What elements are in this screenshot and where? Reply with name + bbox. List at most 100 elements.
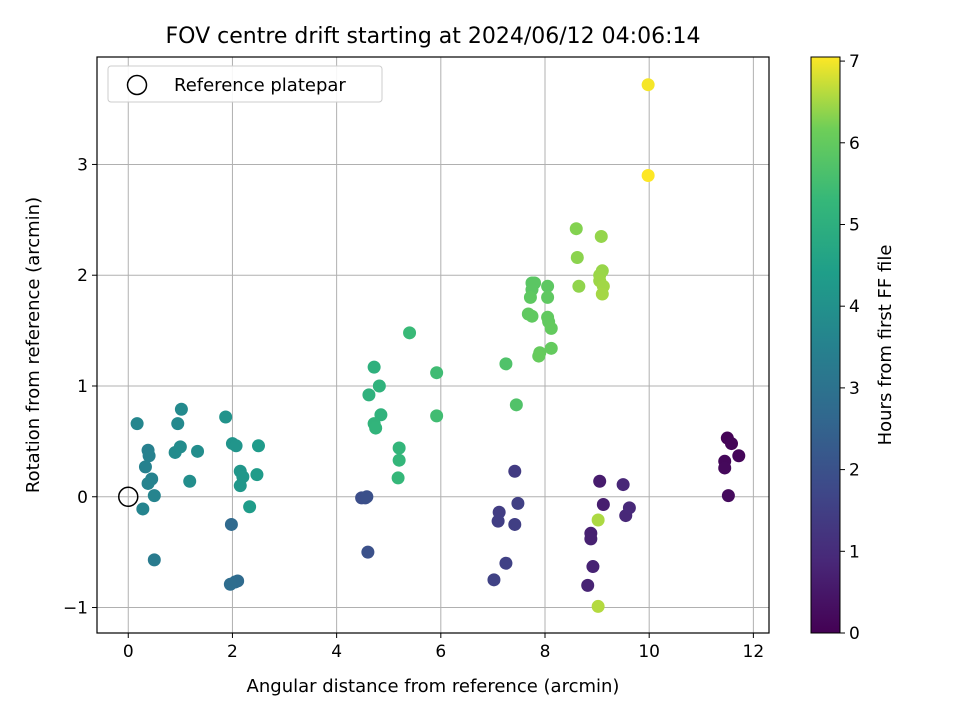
x-tick-label: 12 xyxy=(743,642,765,662)
data-point xyxy=(243,500,257,514)
data-point xyxy=(191,444,205,458)
data-point xyxy=(229,439,243,453)
data-point xyxy=(491,514,505,528)
colorbar-tick-label: 3 xyxy=(849,379,860,399)
x-tick-label: 0 xyxy=(123,642,134,662)
data-point xyxy=(142,449,156,463)
colorbar-ticks: 0 1 2 3 4 5 6 7 xyxy=(840,52,860,644)
x-axis-label: Angular distance from reference (arcmin) xyxy=(247,676,620,697)
data-point xyxy=(369,421,383,435)
x-tick-label: 4 xyxy=(331,642,342,662)
colorbar-gradient xyxy=(810,56,841,634)
data-point xyxy=(430,366,444,380)
y-tick-label: 1 xyxy=(77,377,88,397)
colorbar-tick-label: 1 xyxy=(849,542,860,562)
x-axis-ticks: 0 2 4 6 8 10 12 xyxy=(123,633,764,662)
data-point xyxy=(173,440,187,454)
data-point xyxy=(174,402,188,416)
data-points xyxy=(118,78,746,613)
data-point xyxy=(171,417,185,431)
data-point xyxy=(622,501,636,515)
data-point xyxy=(509,398,523,412)
data-point xyxy=(732,449,746,463)
legend-entry-label: Reference platepar xyxy=(174,75,346,96)
data-point xyxy=(499,357,513,371)
plot-frame xyxy=(96,56,770,634)
x-tick-label: 10 xyxy=(638,642,660,662)
data-point xyxy=(219,410,233,424)
data-point xyxy=(721,489,735,503)
y-axis-ticks: −1 0 1 2 3 xyxy=(63,155,97,619)
data-point xyxy=(511,496,525,510)
data-point xyxy=(596,498,610,512)
data-point xyxy=(595,287,609,301)
data-point xyxy=(523,290,537,304)
data-point xyxy=(532,349,546,363)
data-point xyxy=(593,474,607,488)
data-point xyxy=(487,573,501,587)
y-axis-label: Rotation from reference (arcmin) xyxy=(23,197,44,493)
x-tick-label: 6 xyxy=(435,642,446,662)
data-point xyxy=(360,490,374,504)
data-point xyxy=(718,461,732,475)
data-point xyxy=(251,439,265,453)
data-point xyxy=(392,453,406,467)
colorbar: 0 1 2 3 4 5 6 7 Hours from first FF file xyxy=(810,52,896,644)
data-point xyxy=(591,599,605,613)
data-point xyxy=(591,513,605,527)
legend: Reference platepar xyxy=(107,65,383,103)
data-point xyxy=(430,409,444,423)
data-point xyxy=(570,250,584,264)
data-point xyxy=(147,553,161,567)
legend-reference-marker xyxy=(126,74,148,96)
data-point xyxy=(616,478,630,492)
y-tick-label: 0 xyxy=(77,488,88,508)
x-tick-label: 8 xyxy=(540,642,551,662)
data-point xyxy=(544,321,558,335)
data-point xyxy=(569,222,583,236)
data-point xyxy=(147,489,161,503)
reference-platepar-marker xyxy=(118,486,139,508)
colorbar-tick-label: 6 xyxy=(849,134,860,154)
data-point xyxy=(391,471,405,485)
y-tick-label: 3 xyxy=(77,155,88,175)
data-point xyxy=(499,556,513,570)
colorbar-tick-label: 2 xyxy=(849,461,860,481)
data-point xyxy=(372,379,386,393)
data-point xyxy=(525,309,539,323)
data-point xyxy=(581,578,595,592)
colorbar-tick-label: 0 xyxy=(849,624,860,644)
data-point xyxy=(374,408,388,422)
data-point xyxy=(641,78,655,92)
data-point xyxy=(130,417,144,431)
data-point xyxy=(544,341,558,355)
data-point xyxy=(224,517,238,531)
data-point xyxy=(136,502,150,516)
data-point xyxy=(508,517,522,531)
data-point xyxy=(508,464,522,478)
data-point xyxy=(572,279,586,293)
colorbar-label: Hours from first FF file xyxy=(875,245,896,446)
colorbar-tick-label: 7 xyxy=(849,52,860,72)
data-point xyxy=(141,476,155,490)
data-point xyxy=(541,279,555,293)
legend-box xyxy=(107,65,383,103)
y-tick-label: 2 xyxy=(77,266,88,286)
data-point xyxy=(250,468,264,482)
data-point xyxy=(403,326,417,340)
data-point xyxy=(392,441,406,455)
y-tick-label: −1 xyxy=(63,599,88,619)
data-point xyxy=(586,560,600,574)
data-point xyxy=(233,479,247,493)
grid-lines xyxy=(97,57,769,633)
data-point xyxy=(367,360,381,374)
data-point xyxy=(183,474,197,488)
data-point xyxy=(361,545,375,559)
colorbar-tick-label: 5 xyxy=(849,215,860,235)
data-point xyxy=(223,577,237,591)
data-point xyxy=(641,169,655,183)
data-point xyxy=(138,460,152,474)
data-point xyxy=(594,229,608,243)
colorbar-tick-label: 4 xyxy=(849,297,860,317)
